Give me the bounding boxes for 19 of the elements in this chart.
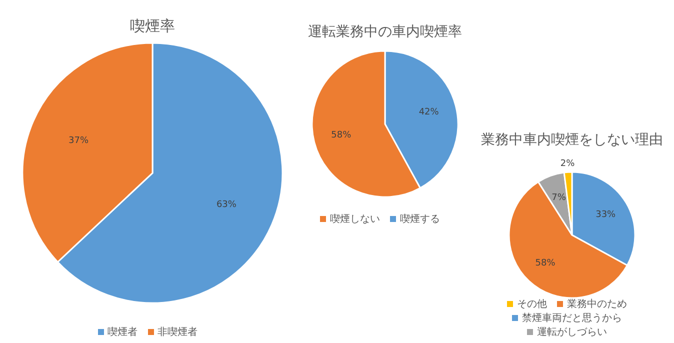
data-label: 58% [535,258,556,268]
data-label: 7% [552,193,566,204]
chart-title: 喫煙率 [130,17,175,35]
data-label: 2% [560,159,576,170]
data-label: 33% [596,210,616,220]
legend-label: 喫煙者 [108,327,138,338]
legend-label: 喫煙しない [330,214,380,225]
legend-label: 運転がしづらい [537,327,607,338]
chart-title: 業務中車内喫煙をしない理由 [481,132,663,148]
legend-label: 業務中のため [567,299,627,310]
legend-label: 禁煙車両だと思うから [522,313,622,324]
data-label: 37% [68,136,89,146]
chart-title: 運転業務中の車内喫煙率 [308,24,462,40]
legend-label: 非喫煙者 [158,327,198,338]
data-label: 42% [418,108,440,118]
data-label: 58% [331,130,352,140]
data-label: 63% [216,200,237,210]
legend-label: 喫煙する [400,214,440,225]
legend-label: その他 [517,299,547,310]
